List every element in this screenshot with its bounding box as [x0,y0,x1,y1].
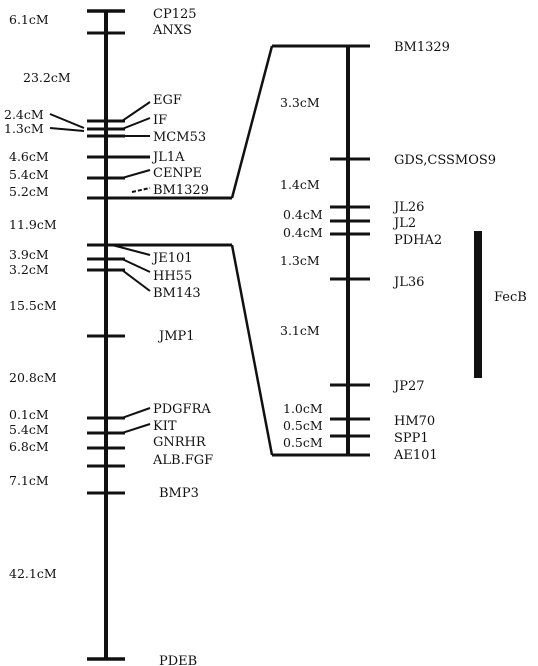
marker-label: BM143 [153,286,201,301]
marker-label: GDS,CSSMOS9 [394,153,496,168]
distance-label: 1.4cM [280,177,320,192]
distance-label: 5.4cM [9,167,49,182]
connector-kit [121,423,151,434]
main-distance-labels: 6.1cM 23.2cM 2.4cM 1.3cM 4.6cM 5.4cM 5.2… [4,12,71,581]
expanded-marker-labels: BM1329 GDS,CSSMOS9 JL26 JL2 PDHA2 JL36 J… [392,40,496,463]
distance-label: 1.0cM [283,401,323,416]
marker-label: EGF [153,93,182,108]
marker-label: JL1A [151,150,185,165]
distance-label: 42.1cM [9,566,57,581]
distance-label: 0.5cM [283,418,323,433]
marker-label: JP27 [392,379,425,394]
distance-label: 3.9cM [9,247,49,262]
distance-label: 0.4cM [283,225,323,240]
marker-label: BM1329 [153,183,209,198]
expansion-line-bottom [230,244,274,456]
distance-label: 7.1cM [9,473,49,488]
marker-label: JE101 [151,251,193,266]
distance-label: 11.9cM [9,217,57,232]
marker-label: CENPE [153,166,202,181]
main-marker-labels: CP125 ANXS EGF IF MCM53 JL1A CENPE BM132… [151,7,213,666]
distance-label: 3.3cM [280,95,320,110]
expanded-region [272,44,370,457]
marker-label: KIT [153,419,177,434]
connector-pdgfra [121,407,151,419]
marker-label: IF [153,113,167,128]
connector-if [121,117,151,130]
distance-label: 6.8cM [9,439,49,454]
distance-label: 23.2cM [23,70,71,85]
distance-label: 2.4cM [4,107,44,122]
marker-label: PDHA2 [394,233,442,248]
marker-label: PDEB [159,654,197,666]
marker-label: JMP1 [157,329,195,344]
marker-label: BMP3 [159,486,199,501]
main-chromosome [49,9,232,661]
leader-1-3cm [49,127,85,132]
connector-bm143 [121,269,151,292]
connector-egf [121,101,151,122]
marker-label: BM1329 [394,40,450,55]
distance-label: 1.3cM [280,253,320,268]
marker-label: JL36 [392,275,424,290]
marker-label: HM70 [394,414,435,429]
marker-label: ALB.FGF [152,453,213,468]
expansion-line-top [230,45,274,199]
distance-label: 5.2cM [9,184,49,199]
distance-label: 3.2cM [9,262,49,277]
connector-je101 [111,244,151,256]
distance-label: 0.1cM [9,407,49,422]
marker-label: JL26 [392,200,424,215]
leader-2-4cm [49,113,85,129]
distance-label: 4.6cM [9,149,49,164]
expanded-distance-labels: 3.3cM 1.4cM 0.4cM 0.4cM 1.3cM 3.1cM 1.0c… [280,95,323,450]
connector-hh55 [121,258,151,273]
connector-cenpe [121,169,151,179]
marker-label: AE101 [393,448,438,463]
distance-label: 0.4cM [283,207,323,222]
distance-label: 5.4cM [9,422,49,437]
expansion-connectors [230,45,274,456]
distance-label: 6.1cM [9,12,49,27]
connector-bm1329 [131,187,151,193]
marker-label: GNRHR [153,435,207,450]
marker-label: MCM53 [153,130,206,145]
distance-label: 1.3cM [4,121,44,136]
marker-label: CP125 [153,7,197,22]
marker-label: SPP1 [394,431,429,446]
distance-label: 0.5cM [283,435,323,450]
fecb-locus-label: FecB [494,290,527,305]
distance-label: 20.8cM [9,370,57,385]
distance-label: 15.5cM [9,298,57,313]
marker-label: ANXS [152,23,192,38]
marker-label: PDGFRA [153,402,211,417]
distance-label: 3.1cM [280,323,320,338]
marker-label: JL2 [392,216,416,231]
marker-label: HH55 [153,269,192,284]
fecb-locus: FecB [474,231,527,378]
